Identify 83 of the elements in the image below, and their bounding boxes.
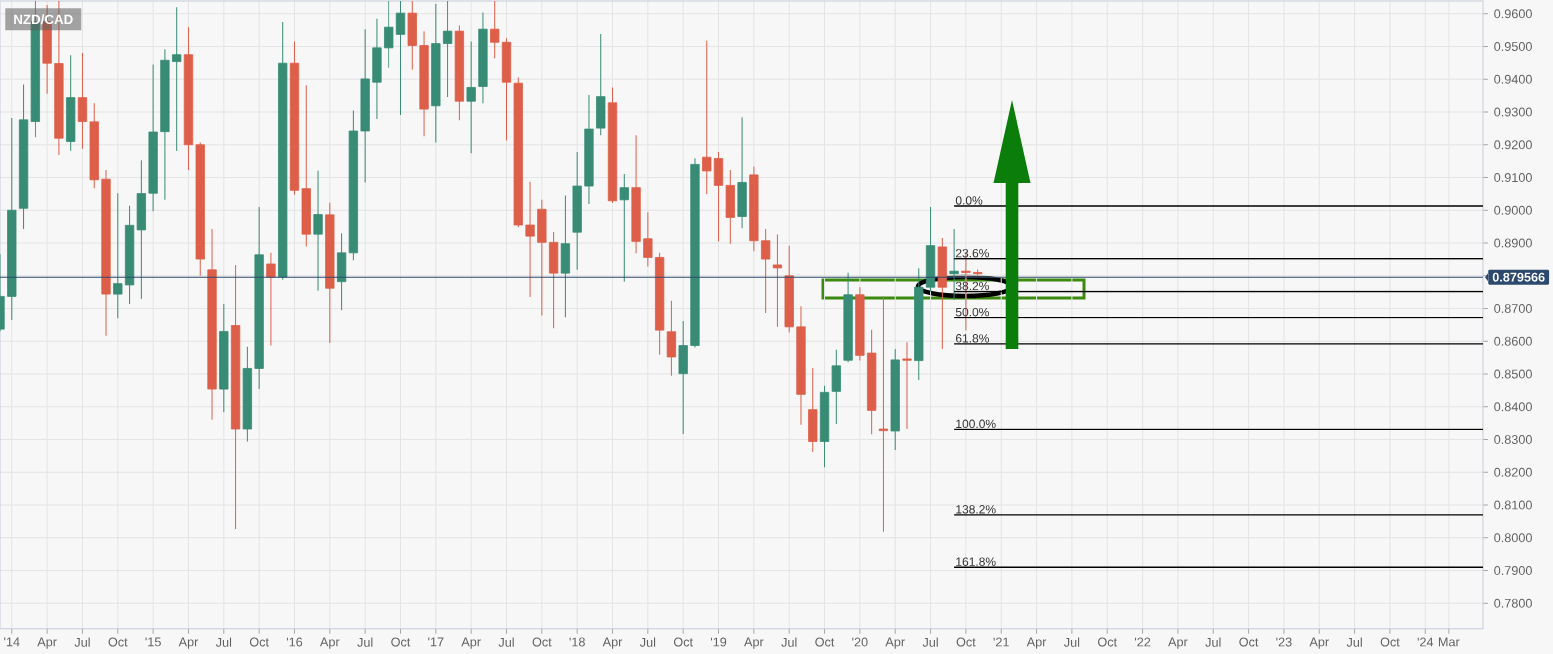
y-tick-label: 0.7900 — [1494, 566, 1532, 575]
x-tick-label: '21 — [993, 637, 1009, 647]
x-tick-label: Apr — [602, 637, 623, 649]
x-tick-label: Apr — [37, 637, 57, 649]
candlestick — [266, 252, 276, 347]
x-tick-label: Oct — [815, 637, 835, 647]
series-label: 0.0% — [955, 196, 983, 205]
x-tick-label: '18 — [569, 637, 585, 647]
y-tick-label: 0.8400 — [1494, 402, 1532, 412]
x-tick-label: Jul — [1063, 637, 1080, 647]
series-label: 161.8% — [956, 557, 996, 566]
x-tick-label: Jul — [639, 637, 656, 647]
x-tick-label: '24 — [1417, 637, 1434, 647]
y-tick-label: 0.8300 — [1494, 435, 1532, 444]
candlestick — [313, 170, 323, 292]
x-tick-label: Apr — [885, 637, 905, 649]
x-tick-label: Oct — [1239, 637, 1259, 647]
x-tick-label: Apr — [319, 637, 340, 649]
y-tick-label: 0.8500 — [1494, 369, 1532, 379]
series-label: 100.0% — [956, 419, 996, 429]
x-tick-label: Oct — [1097, 637, 1117, 647]
y-tick-label: 0.8100 — [1494, 500, 1532, 510]
x-tick-label: Jul — [498, 637, 514, 647]
x-tick-label: '15 — [145, 637, 161, 647]
candlestick — [113, 192, 123, 319]
candlestick — [761, 228, 771, 314]
x-tick-label: Jul — [357, 637, 373, 647]
x-tick-label: Jul — [1205, 637, 1221, 647]
y-tick-label: 0.8200 — [1494, 467, 1532, 477]
y-tick-label: 0.8700 — [1494, 304, 1532, 313]
series-label: 61.8% — [955, 334, 989, 343]
x-tick-label: Oct — [391, 637, 411, 647]
x-tick-label: Jul — [74, 637, 90, 647]
candlestick — [77, 52, 88, 150]
y-tick-label: 0.9400 — [1494, 74, 1532, 84]
x-tick-label: '17 — [428, 637, 444, 647]
x-tick-label: Apr — [744, 637, 764, 649]
y-tick-label: 0.9300 — [1494, 107, 1532, 117]
x-tick-label: Jul — [922, 637, 938, 647]
x-tick-label: Oct — [673, 637, 693, 647]
candlestick — [525, 181, 535, 298]
x-tick-label: '22 — [1134, 637, 1151, 647]
x-tick-label: Oct — [956, 637, 976, 647]
candlestick — [702, 40, 712, 195]
series-label: 23.6% — [955, 248, 989, 258]
x-tick-label: Apr — [178, 637, 199, 649]
candlestick — [772, 234, 783, 328]
x-tick-label: Oct — [249, 637, 269, 647]
x-tick-label: Jul — [215, 637, 232, 647]
series-label: 138.2% — [956, 505, 996, 514]
y-tick-label: 0.8000 — [1494, 533, 1532, 543]
x-tick-label: Jul — [781, 637, 797, 647]
x-tick-label: Apr — [1026, 637, 1047, 649]
x-tick-label: Oct — [532, 637, 552, 647]
x-tick-label: Oct — [108, 637, 128, 647]
ref-line-label: 0.879566 — [1492, 272, 1545, 282]
candlestick — [643, 211, 653, 268]
y-tick-label: 0.9500 — [1494, 42, 1532, 51]
y-tick-label: 0.9200 — [1494, 140, 1532, 150]
x-tick-label: Apr — [1168, 637, 1188, 649]
x-tick-label: Oct — [1380, 637, 1400, 647]
y-tick-label: 0.9100 — [1494, 173, 1532, 182]
y-tick-label: 0.9000 — [1494, 205, 1532, 215]
y-tick-label: 0.8600 — [1494, 336, 1532, 346]
x-tick-label: '14 — [4, 637, 20, 647]
x-tick-label: '19 — [710, 637, 727, 647]
x-tick-label: Mar — [1438, 637, 1460, 647]
candlestick — [395, 1, 406, 116]
x-tick-label: '16 — [286, 637, 303, 647]
y-tick-label: 0.9600 — [1494, 9, 1532, 19]
candlestick — [878, 295, 889, 533]
candlestick — [466, 41, 476, 154]
x-tick-label: Apr — [461, 637, 481, 649]
y-tick-label: 0.8900 — [1494, 238, 1532, 248]
candlestick — [172, 6, 182, 152]
x-tick-label: Jul — [1346, 637, 1362, 647]
x-tick-label: '20 — [852, 637, 868, 647]
candlestick — [619, 173, 629, 283]
x-tick-label: Apr — [1309, 637, 1329, 649]
y-tick-label: 0.7800 — [1494, 598, 1532, 608]
candlestick — [902, 341, 912, 430]
x-tick-label: '23 — [1276, 637, 1292, 647]
candlestick — [490, 1, 500, 59]
